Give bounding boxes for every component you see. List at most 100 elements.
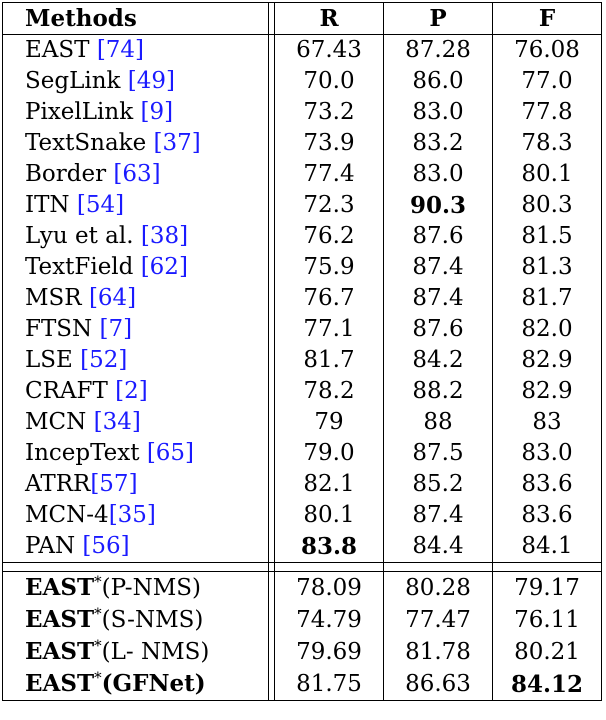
citation-link[interactable]: [34] <box>93 409 141 435</box>
cell-f: 82.9 <box>492 345 602 376</box>
cell-p: 87.4 <box>383 283 493 314</box>
method-cell: FTSN [7] <box>2 314 269 345</box>
double-rule <box>268 66 275 97</box>
cell-f: 83.6 <box>492 500 602 531</box>
double-rule <box>268 438 275 469</box>
cell-r: 77.1 <box>274 314 384 345</box>
method-cell: EAST*(P-NMS) <box>2 571 269 604</box>
cell-r: 80.1 <box>274 500 384 531</box>
cell-p: 87.4 <box>383 252 493 283</box>
method-cell: TextField [62] <box>2 252 269 283</box>
double-rule <box>268 2 275 35</box>
method-cell: SegLink [49] <box>2 66 269 97</box>
method-name: CRAFT <box>25 378 116 404</box>
citation-link[interactable]: [38] <box>140 223 189 249</box>
method-name: IncepText <box>25 440 147 466</box>
citation-link[interactable]: [37] <box>153 130 201 156</box>
cell-f: 80.21 <box>492 636 602 668</box>
double-rule <box>268 252 275 283</box>
double-rule <box>268 314 275 345</box>
method-variant: (S-NMS) <box>101 607 204 633</box>
citation-link[interactable]: [64] <box>88 285 137 311</box>
table-row: PAN [56] 83.8 84.4 84.1 <box>2 531 602 563</box>
table-row: SegLink [49] 70.0 86.0 77.0 <box>2 66 602 97</box>
cell-f: 82.0 <box>492 314 602 345</box>
method-name: TextField <box>25 254 141 280</box>
citation-link[interactable]: [9] <box>140 99 174 125</box>
cell-p: 87.28 <box>383 34 493 66</box>
method-cell: PAN [56] <box>2 531 269 563</box>
header-f: F <box>492 2 602 35</box>
cell-f: 81.5 <box>492 221 602 252</box>
method-star: * <box>94 604 102 623</box>
double-rule <box>268 97 275 128</box>
method-cell: EAST*(L- NMS) <box>2 636 269 668</box>
cell-r: 72.3 <box>274 190 384 221</box>
table-row: MSR [64] 76.7 87.4 81.7 <box>2 283 602 314</box>
citation-link[interactable]: [57] <box>90 471 138 497</box>
header-r: R <box>274 2 384 35</box>
double-rule <box>268 469 275 500</box>
method-name: MCN <box>25 409 94 435</box>
method-cell: PixelLink [9] <box>2 97 269 128</box>
method-name: ITN <box>25 192 77 218</box>
citation-link[interactable]: [63] <box>113 161 161 187</box>
method-cell: LSE [52] <box>2 345 269 376</box>
citation-link[interactable]: [56] <box>82 533 130 559</box>
method-cell: MCN-4[35] <box>2 500 269 531</box>
citation-link[interactable]: [54] <box>76 192 125 218</box>
method-name: EAST <box>25 574 95 601</box>
cell-f: 82.9 <box>492 376 602 407</box>
method-cell: EAST [74] <box>2 34 269 66</box>
cell-f: 83.0 <box>492 438 602 469</box>
method-star: * <box>94 636 102 655</box>
method-variant: (P-NMS) <box>101 575 201 601</box>
cell-r: 76.2 <box>274 221 384 252</box>
cell-p: 86.63 <box>383 668 493 701</box>
cell-f: 76.11 <box>492 604 602 636</box>
citation-link[interactable]: [52] <box>80 347 128 373</box>
cell-f: 80.3 <box>492 190 602 221</box>
cell-p: 83.0 <box>383 159 493 190</box>
section-separator <box>2 562 602 572</box>
citation-link[interactable]: [35] <box>108 502 156 528</box>
cell-f: 77.0 <box>492 66 602 97</box>
cell-f: 81.3 <box>492 252 602 283</box>
cell-f: 81.7 <box>492 283 602 314</box>
cell-p: 87.6 <box>383 221 493 252</box>
citation-link[interactable]: [7] <box>99 316 133 342</box>
double-rule <box>268 571 275 604</box>
method-cell: MSR [64] <box>2 283 269 314</box>
citation-link[interactable]: [65] <box>146 440 195 466</box>
table-row: ATRR[57] 82.1 85.2 83.6 <box>2 469 602 500</box>
method-cell: Border [63] <box>2 159 269 190</box>
cell-f: 83.6 <box>492 469 602 500</box>
method-name: Lyu et al. <box>25 223 141 249</box>
table-row: PixelLink [9] 73.2 83.0 77.8 <box>2 97 602 128</box>
method-name: EAST <box>25 606 95 633</box>
cell-f: 79.17 <box>492 571 602 604</box>
method-cell: TextSnake [37] <box>2 128 269 159</box>
cell-r: 78.09 <box>274 571 384 604</box>
method-name: EAST <box>25 37 97 63</box>
citation-link[interactable]: [2] <box>115 378 148 404</box>
table-row: EAST*(P-NMS) 78.09 80.28 79.17 <box>2 571 602 604</box>
citation-link[interactable]: [49] <box>127 68 175 94</box>
double-rule <box>268 190 275 221</box>
citation-link[interactable]: [74] <box>96 37 145 63</box>
table-row: TextField [62] 75.9 87.4 81.3 <box>2 252 602 283</box>
cell-p: 80.28 <box>383 571 493 604</box>
double-rule <box>268 407 275 438</box>
cell-p: 77.47 <box>383 604 493 636</box>
method-star: * <box>94 668 102 687</box>
double-rule <box>268 345 275 376</box>
cell-f: 83 <box>492 407 602 438</box>
method-cell: ITN [54] <box>2 190 269 221</box>
cell-r: 82.1 <box>274 469 384 500</box>
table-row: MCN-4[35] 80.1 87.4 83.6 <box>2 500 602 531</box>
baseline-rows: EAST [74] 67.43 87.28 76.08 SegLink [49] 70.0… <box>2 34 602 563</box>
method-name: TextSnake <box>25 130 154 156</box>
method-cell: EAST*(GFNet) <box>2 668 269 701</box>
results-table: Methods R P F EAST [74] 67.43 87.28 76.08 Se… <box>2 2 602 701</box>
citation-link[interactable]: [62] <box>140 254 188 280</box>
